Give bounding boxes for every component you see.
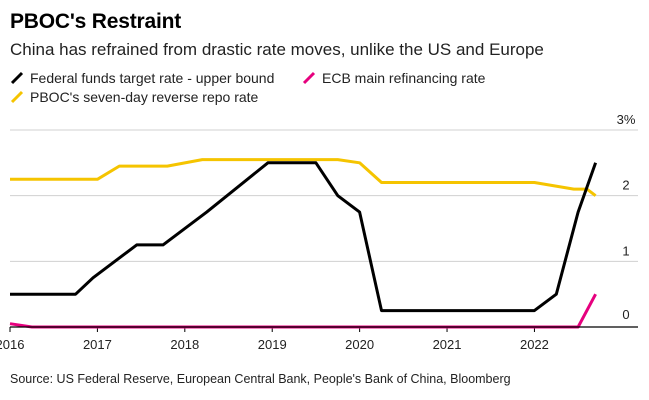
x-tick-label: 2017: [83, 337, 112, 352]
x-tick-label: 2018: [170, 337, 199, 352]
x-tick-label: 2022: [520, 337, 549, 352]
x-tick-label: 2016: [0, 337, 24, 352]
legend-swatch-ecb-icon: [302, 71, 316, 85]
legend-item-fed: Federal funds target rate - upper bound: [10, 70, 274, 86]
y-tick-label: 1: [622, 243, 629, 258]
y-tick-label: 0: [622, 307, 629, 322]
source-note: Source: US Federal Reserve, European Cen…: [10, 372, 511, 386]
x-tick-label: 2021: [433, 337, 462, 352]
legend-label-pboc: PBOC's seven-day reverse repo rate: [30, 89, 259, 105]
x-tick-label: 2019: [258, 337, 287, 352]
legend-label-ecb: ECB main refinancing rate: [322, 70, 486, 86]
y-tick-label: 3%: [617, 112, 636, 127]
series-line-fed: [10, 161, 598, 313]
chart-title: PBOC's Restraint: [10, 10, 182, 33]
legend-item-ecb: ECB main refinancing rate: [302, 70, 485, 86]
legend-swatch-pboc-icon: [10, 90, 24, 104]
x-tick-label: 2020: [345, 337, 374, 352]
y-tick-label: 2: [622, 178, 629, 193]
legend-label-fed: Federal funds target rate - upper bound: [30, 70, 275, 86]
legend-item-pboc: PBOC's seven-day reverse repo rate: [10, 89, 258, 105]
chart-subtitle: China has refrained from drastic rate mo…: [10, 40, 544, 59]
legend-swatch-fed-icon: [10, 71, 24, 85]
series-line-pboc: [10, 158, 597, 197]
